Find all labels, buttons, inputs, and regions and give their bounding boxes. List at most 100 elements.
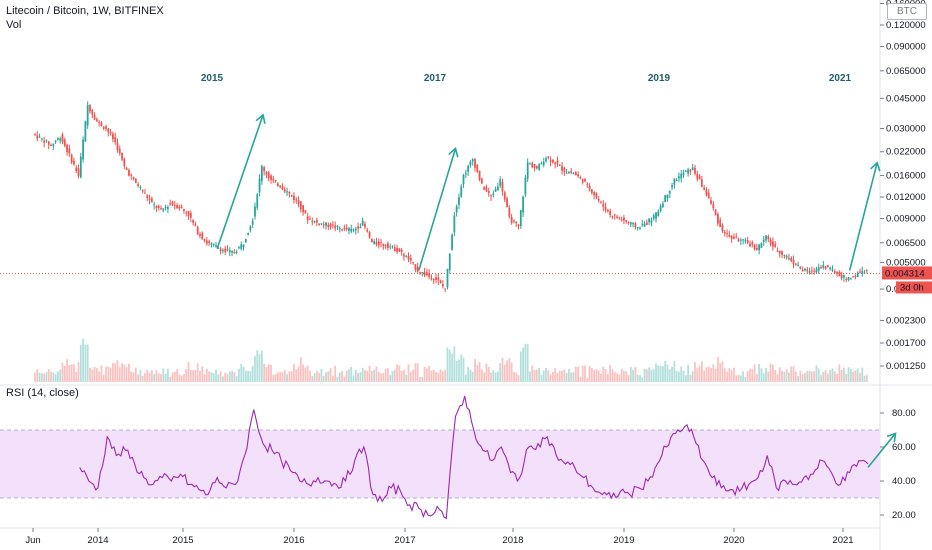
volume-bar — [441, 371, 444, 382]
volume-bar — [666, 364, 669, 382]
volume-bar — [150, 370, 153, 382]
volume-bar — [293, 363, 295, 382]
volume-bar — [265, 366, 268, 382]
volume-bar — [105, 366, 107, 382]
candle-body — [570, 171, 573, 173]
candle-body — [618, 217, 621, 219]
volume-bar — [847, 367, 850, 382]
rsi-label: RSI (14, close) — [6, 387, 79, 399]
volume-bar — [247, 370, 250, 382]
candle-body — [703, 187, 706, 190]
volume-bar — [327, 371, 330, 382]
candle-body — [139, 187, 142, 189]
candle-body — [655, 212, 657, 219]
candle-body — [707, 193, 710, 199]
volume-bar — [845, 373, 848, 382]
candle-body — [593, 192, 596, 196]
volume-bar — [664, 361, 667, 382]
volume-bar — [655, 363, 657, 382]
candle-body — [219, 248, 222, 252]
volume-bar — [251, 366, 254, 382]
volume-bar — [490, 372, 492, 382]
volume-bar — [375, 366, 378, 382]
candle-body — [153, 204, 156, 206]
volume-bar — [354, 369, 357, 382]
candle-body — [529, 163, 531, 165]
volume-bar — [856, 368, 859, 382]
volume-bar — [370, 370, 373, 382]
volume-bar — [510, 362, 513, 382]
candle-body — [574, 172, 577, 176]
volume-bar — [673, 361, 676, 382]
candle-body — [849, 278, 852, 280]
candle-body — [233, 251, 236, 254]
candle-body — [755, 247, 758, 250]
volume-bar — [730, 370, 733, 382]
price-tick-label: 0.006500 — [886, 238, 926, 249]
volume-bar — [616, 373, 618, 382]
candle-body — [403, 254, 405, 257]
candle-body — [831, 269, 834, 271]
volume-bar — [668, 369, 671, 382]
volume-bar — [153, 374, 156, 382]
candle-body — [437, 277, 440, 281]
candle-body — [826, 265, 829, 268]
volume-bar — [238, 368, 240, 382]
volume-bar — [478, 362, 481, 382]
volume-bar — [753, 364, 756, 382]
candle-body — [490, 195, 492, 197]
candle-body — [290, 195, 293, 197]
candle-body — [742, 239, 745, 241]
volume-bar — [276, 372, 279, 382]
time-tick-label: 2018 — [502, 535, 523, 546]
volume-bar — [380, 373, 382, 382]
volume-bar — [432, 369, 435, 382]
volume-bar — [586, 377, 589, 382]
volume-bar — [852, 371, 855, 382]
volume-bar — [320, 368, 323, 382]
volume-bar — [306, 365, 309, 382]
price-tick-label: 0.065000 — [886, 66, 926, 77]
candle-body — [331, 224, 334, 226]
candle-body — [242, 244, 245, 248]
candle-body — [338, 227, 341, 229]
candle-body — [668, 190, 671, 194]
volume-bar — [398, 365, 401, 382]
volume-bar — [219, 371, 222, 382]
volume-bar — [448, 349, 451, 382]
volume-bar — [210, 372, 213, 382]
volume-bar — [299, 357, 302, 382]
volume-bar — [831, 368, 834, 382]
volume-bar — [111, 362, 114, 382]
candle-body — [352, 229, 355, 231]
volume-bar — [522, 347, 525, 382]
volume-bar — [66, 359, 68, 382]
volume-bar — [244, 370, 247, 382]
volume-bar — [602, 366, 605, 382]
candle-body — [794, 263, 797, 266]
candle-body — [336, 225, 339, 227]
volume-bar — [185, 368, 188, 382]
candle-body — [737, 239, 740, 241]
volume-bar — [336, 376, 339, 382]
candle-body — [116, 142, 119, 151]
currency-button[interactable]: BTC — [887, 3, 927, 20]
volume-bar — [762, 373, 765, 382]
candle-body — [247, 232, 250, 235]
volume-bar — [739, 375, 742, 382]
candle-body — [235, 252, 238, 254]
candle-body — [47, 141, 50, 145]
candle-body — [306, 216, 309, 221]
candle-body — [212, 243, 215, 245]
candle-body — [304, 210, 307, 213]
candle-body — [808, 271, 811, 273]
rsi-projection-arrow-head — [886, 432, 897, 443]
candle-body — [50, 144, 52, 146]
volume-bar — [77, 362, 80, 382]
volume-bar — [806, 370, 809, 382]
candle-body — [682, 173, 685, 175]
volume-bar — [50, 371, 52, 382]
candle-body — [810, 270, 813, 272]
candle-body — [224, 248, 227, 252]
candle-body — [584, 178, 586, 182]
